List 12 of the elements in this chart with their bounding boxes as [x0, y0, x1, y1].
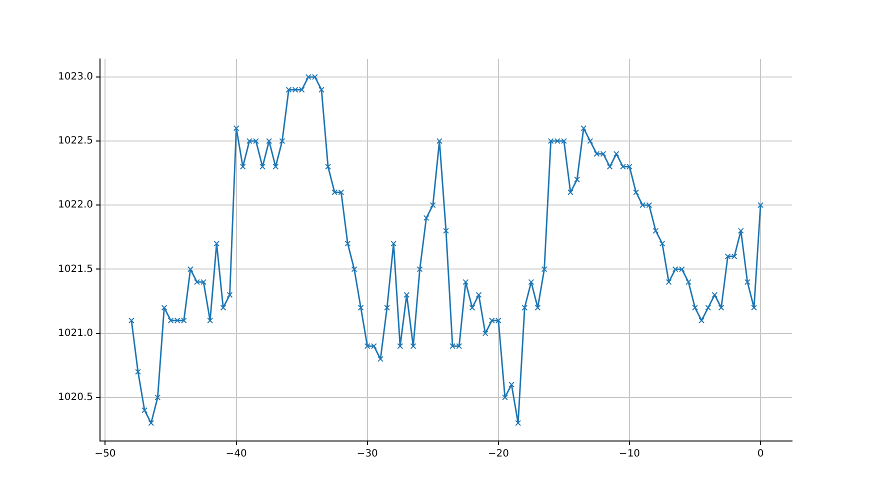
x-tick-label: −50	[94, 448, 116, 460]
y-tick-label: 1022.5	[58, 136, 93, 147]
x-tick-label: −30	[356, 448, 378, 460]
y-tick-label: 1021.0	[58, 328, 93, 339]
y-tick-label: 1023.0	[58, 72, 93, 83]
x-tick-label: −20	[488, 448, 509, 460]
y-tick-label: 1021.5	[58, 264, 93, 275]
x-tick-label: −40	[226, 448, 247, 460]
y-tick-label: 1020.5	[58, 392, 93, 404]
x-tick-label: 0	[757, 448, 764, 460]
y-tick-label: 1022.0	[58, 200, 93, 211]
x-tick-label: −10	[618, 448, 640, 460]
